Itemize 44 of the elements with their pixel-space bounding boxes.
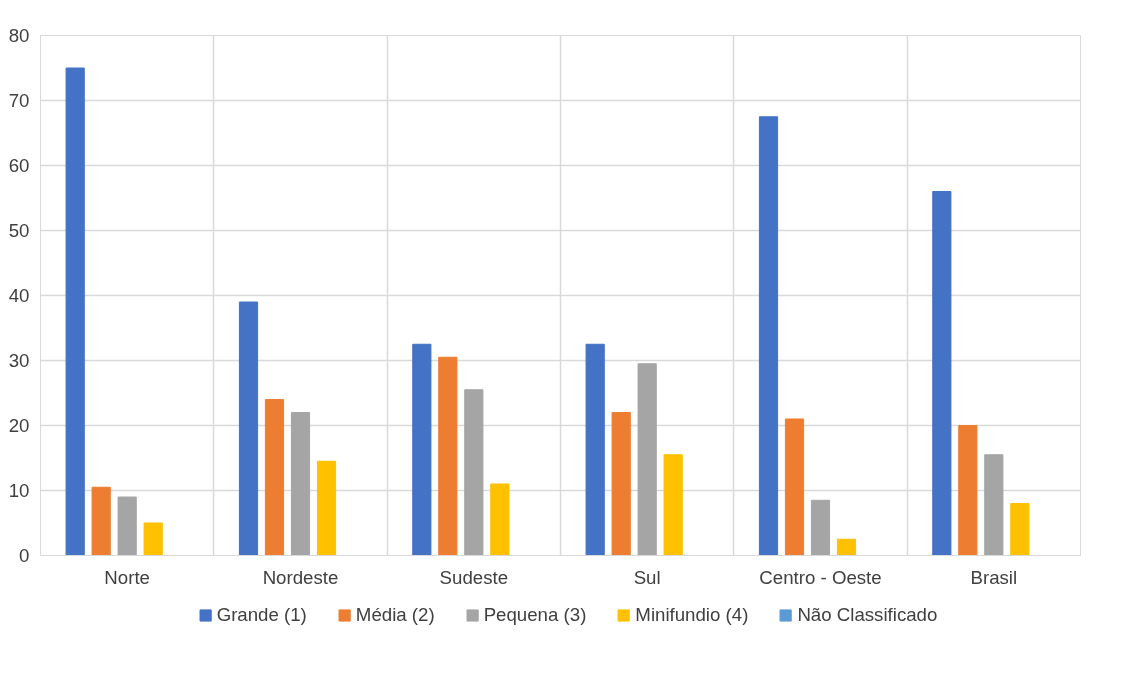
x-tick-label: Centro - Oeste: [759, 566, 882, 588]
bar: [117, 496, 137, 556]
bar: [91, 486, 111, 556]
bar: [784, 418, 805, 556]
bar: [1010, 503, 1030, 556]
x-tick-label: Sudeste: [439, 566, 509, 588]
bar: [290, 412, 311, 556]
y-tick-label: 0: [19, 545, 30, 566]
legend-label: Média (2): [355, 604, 435, 626]
x-tick-label: Norte: [104, 566, 150, 588]
bar: [958, 425, 978, 556]
y-tick-label: 40: [8, 285, 30, 306]
bar: [984, 454, 1004, 556]
bar: [611, 412, 631, 556]
x-tick-label: Nordeste: [262, 566, 339, 588]
bar: [637, 363, 657, 556]
bar: [464, 389, 484, 556]
y-tick-label: 20: [8, 415, 30, 436]
bar: [438, 356, 458, 556]
bar: [238, 301, 259, 556]
bar: [836, 538, 857, 556]
bar: [810, 499, 831, 556]
x-tick-label: Brasil: [970, 566, 1018, 588]
bar: [585, 343, 605, 556]
bar: [663, 454, 683, 556]
bar: [65, 67, 85, 556]
bar: [932, 191, 952, 556]
x-tick-label: Sul: [633, 566, 661, 588]
bar: [412, 343, 432, 556]
legend-label: Grande (1): [216, 604, 307, 626]
y-tick-label: 30: [8, 350, 30, 371]
y-tick-label: 50: [8, 220, 30, 241]
bar: [758, 116, 779, 556]
legend-label: Minifundio (4): [635, 604, 749, 626]
bar: [490, 483, 510, 556]
y-tick-label: 80: [8, 25, 30, 46]
y-tick-label: 60: [8, 155, 30, 176]
bar: [143, 522, 163, 556]
legend-label: Pequena (3): [483, 604, 587, 626]
bar: [316, 460, 337, 556]
y-tick-label: 10: [8, 480, 30, 501]
bar: [264, 399, 285, 556]
y-tick-label: 70: [8, 90, 30, 111]
legend-label: Não Classificado: [797, 604, 938, 626]
